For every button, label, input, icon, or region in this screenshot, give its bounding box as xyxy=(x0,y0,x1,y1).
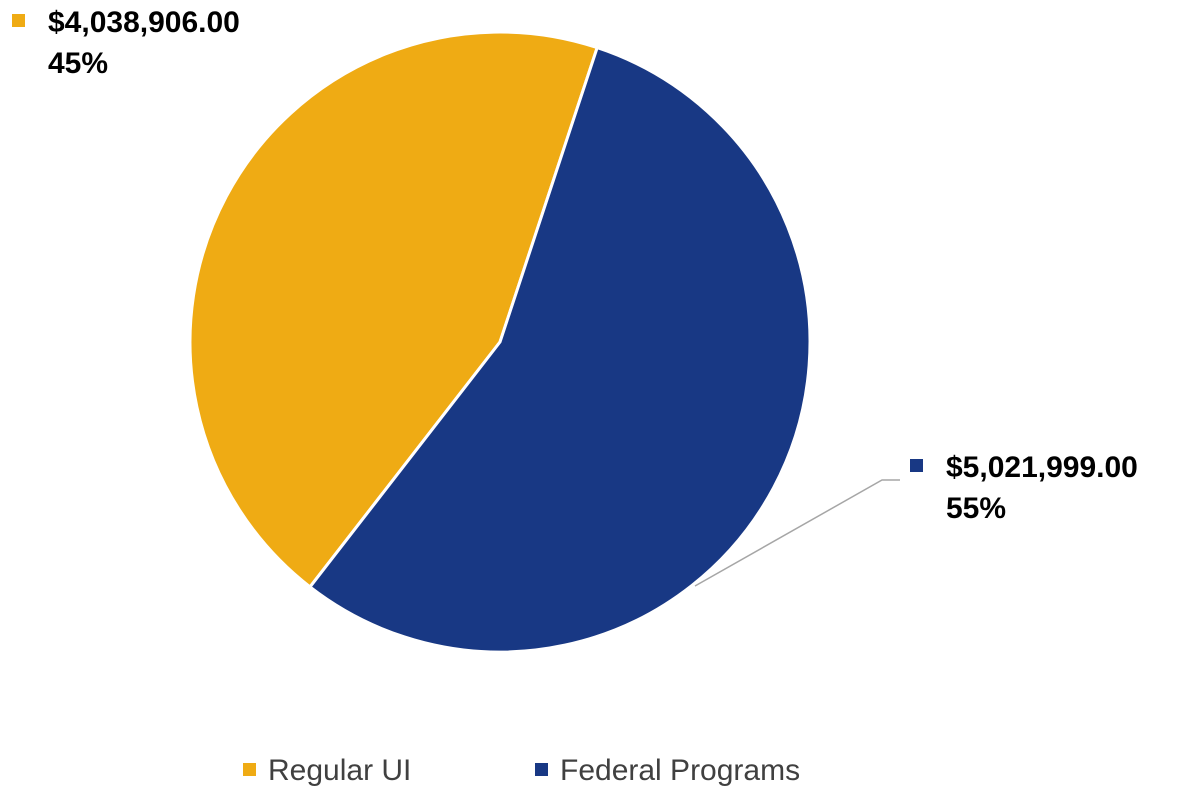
legend-item-regular-ui: Regular UI xyxy=(243,754,411,787)
legend-marker-regular-ui xyxy=(243,763,256,776)
legend-marker-federal-programs xyxy=(535,763,548,776)
legend-label-federal-programs: Federal Programs xyxy=(560,754,800,787)
data-label-percent-federal-programs: 55% xyxy=(946,492,1006,525)
data-labels-layer: $4,038,906.00 45% $5,021,999.00 55% xyxy=(12,6,1138,525)
pie-slice-regular-ui xyxy=(188,30,599,589)
data-label-value-regular-ui: $4,038,906.00 xyxy=(48,6,240,39)
data-label-value-federal-programs: $5,021,999.00 xyxy=(946,451,1138,484)
leader-line-federal-programs xyxy=(694,479,900,587)
leader-lines-layer xyxy=(694,479,900,587)
data-label-marker-regular-ui xyxy=(12,14,25,27)
data-label-percent-regular-ui: 45% xyxy=(48,47,108,80)
legend-item-federal-programs: Federal Programs xyxy=(535,754,800,787)
legend: Regular UI Federal Programs xyxy=(243,754,800,787)
data-label-marker-federal-programs xyxy=(910,459,923,472)
pie-slice-federal-programs xyxy=(308,46,812,654)
legend-label-regular-ui: Regular UI xyxy=(268,754,411,787)
slices-layer xyxy=(188,30,812,654)
